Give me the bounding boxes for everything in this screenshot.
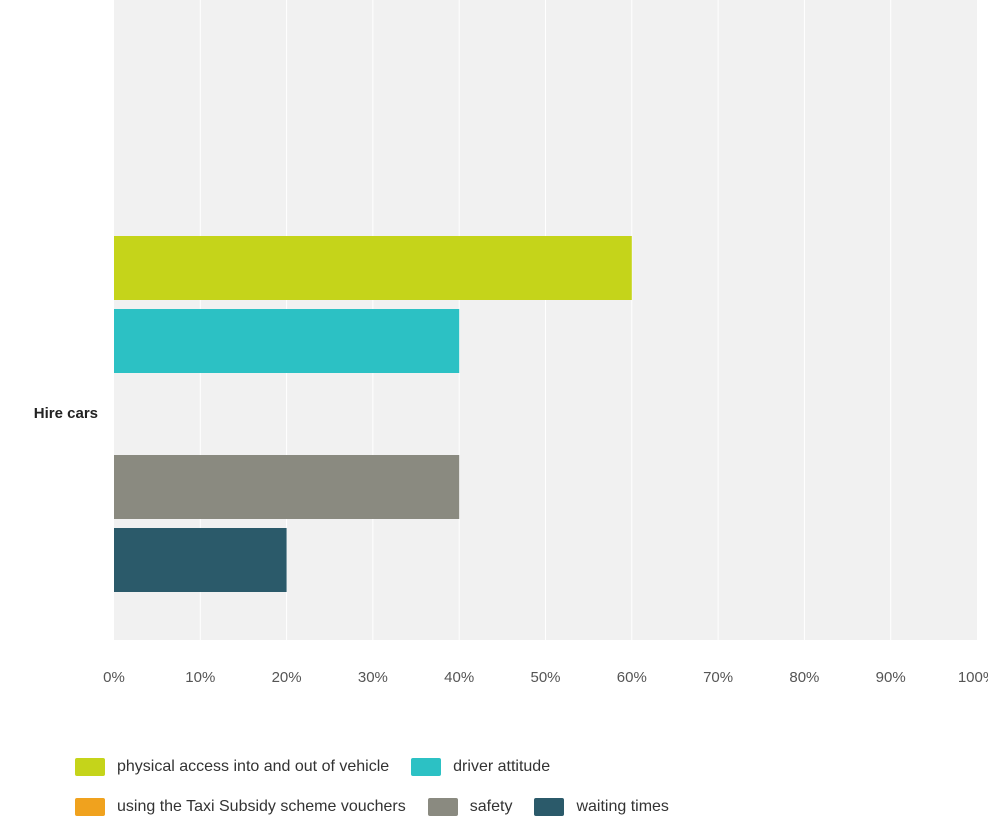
legend-swatch [534,798,565,816]
x-axis-ticks: 0% 10% 20% 30% 40% 50% 60% 70% 80% 90% 100% [103,669,988,686]
legend-label: safety [469,798,513,815]
x-tick-label: 80% [789,669,819,686]
legend-item: physical access into and out of vehicle [75,758,389,776]
legend-swatch [75,798,105,816]
legend-item: waiting times [534,798,669,816]
legend-swatch [411,758,442,776]
bar [114,455,460,519]
x-tick-label: 90% [876,669,906,686]
x-tick-label: 60% [617,669,647,686]
legend-row: using the Taxi Subsidy scheme vouchers sa… [75,795,955,819]
legend-label: using the Taxi Subsidy scheme vouchers [117,798,406,815]
legend-item: safety [427,798,513,816]
x-tick-label: 20% [272,669,302,686]
legend-swatch [427,798,458,816]
legend-label: waiting times [576,798,669,815]
legend-item: driver attitude [411,758,550,776]
category-labels: Hire cars [34,405,98,422]
x-tick-label: 30% [358,669,388,686]
x-tick-label: 70% [703,669,733,686]
bar [114,528,287,592]
legend-swatch [75,758,105,776]
x-tick-label: 40% [444,669,474,686]
legend-item: using the Taxi Subsidy scheme vouchers [75,798,406,816]
legend-row: physical access into and out of vehicle d… [75,755,955,779]
chart: 0% 10% 20% 30% 40% 50% 60% 70% 80% 90% 100% Hire c… [34,0,988,686]
legend-label: driver attitude [453,758,551,775]
bars [114,236,632,592]
bar [114,309,460,373]
x-tick-label: 0% [103,669,125,686]
bar [114,236,632,300]
x-tick-label: 50% [530,669,560,686]
legend: physical access into and out of vehicle d… [75,755,955,835]
category-label: Hire cars [34,405,98,422]
x-tick-label: 10% [185,669,215,686]
x-tick-label: 100% [958,669,988,686]
legend-label: physical access into and out of vehicle [117,758,390,775]
